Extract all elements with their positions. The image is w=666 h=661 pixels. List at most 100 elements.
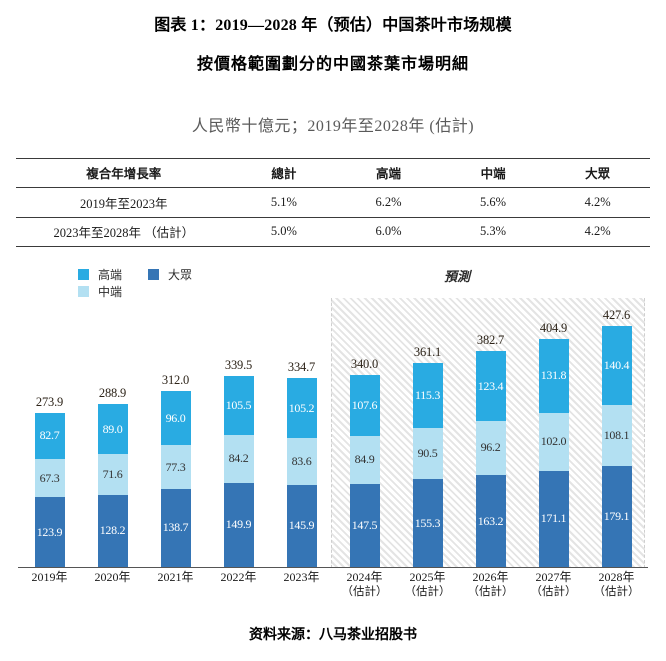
x-axis-label-year: 2022年 <box>220 570 257 584</box>
cagr-row0-high: 6.2% <box>375 195 402 209</box>
bar-segment-high: 123.4 <box>475 351 506 421</box>
bar-total-label: 382.7 <box>476 333 505 348</box>
bar-segment-mass: 138.7 <box>160 488 191 567</box>
x-axis-label-year: 2023年 <box>283 570 320 584</box>
bar-stack: 96.0 77.3 138.7 <box>160 391 191 567</box>
bar-column: 312.0 96.0 77.3 138.7 <box>144 298 207 567</box>
x-axis-label-year: 2027年 <box>535 570 572 584</box>
legend-item-mass: 大眾 <box>148 266 192 283</box>
chart-subtitle: 人民幣十億元；2019年至2028年 (估計) <box>191 118 475 135</box>
bar-total-label: 361.1 <box>413 345 442 360</box>
legend-item-high: 高端 <box>78 266 122 283</box>
bar-series-container: 273.9 82.7 67.3 123.9 288.9 89.0 71.6 128.2 312.… <box>18 298 648 567</box>
cagr-row1-total: 5.0% <box>270 224 297 238</box>
bar-segment-mid: 84.2 <box>223 435 254 483</box>
x-axis-label-year: 2020年 <box>94 570 131 584</box>
cagr-table-wrapper: 複合年增長率 總計 高端 中端 大眾 2019年至2023年 5.1% 6.2%… <box>16 158 650 247</box>
cagr-row0-total: 5.1% <box>270 195 297 209</box>
bar-total-label: 288.9 <box>98 386 127 401</box>
table-header-row: 複合年增長率 總計 高端 中端 大眾 <box>16 158 650 188</box>
bar-segment-mid: 96.2 <box>475 420 506 476</box>
bar-segment-mid: 71.6 <box>97 454 128 495</box>
bar-segment-high: 131.8 <box>538 338 569 414</box>
bar-segment-mass: 149.9 <box>223 482 254 567</box>
bar-segment-mid: 83.6 <box>286 437 317 485</box>
bar-segment-mass: 155.3 <box>412 479 443 567</box>
cagr-header-mass: 大眾 <box>585 167 611 181</box>
bar-total-label: 427.6 <box>602 308 631 323</box>
bar-segment-mass: 163.2 <box>475 475 506 567</box>
bar-column: 288.9 89.0 71.6 128.2 <box>81 298 144 567</box>
x-axis-label: 2021年 <box>144 570 207 599</box>
cagr-row1-label: 2023年至2028年 （估計） <box>53 226 195 240</box>
bar-segment-mid: 108.1 <box>601 405 632 467</box>
legend-swatch-high-icon <box>78 269 89 280</box>
forecast-band <box>331 298 645 568</box>
x-axis-label-year: 2025年 <box>409 570 446 584</box>
bar-total-label: 334.7 <box>287 360 316 375</box>
table-row: 2023年至2028年 （估計） 5.0% 6.0% 5.3% 4.2% <box>16 218 650 247</box>
bar-stack: 140.4 108.1 179.1 <box>601 326 632 567</box>
bar-stack: 115.3 90.5 155.3 <box>412 363 443 567</box>
x-axis-label-year: 2021年 <box>157 570 194 584</box>
legend-row-top: 高端 大眾 <box>78 266 218 283</box>
cagr-table-body: 2019年至2023年 5.1% 6.2% 5.6% 4.2% 2023年至20… <box>16 188 650 247</box>
x-axis-labels: 2019年 2020年 2021年 2022年 2023年 2024年 （估計） 2025年 （… <box>18 570 648 599</box>
legend-label-mid: 中端 <box>98 285 123 299</box>
x-axis-label-year: 2028年 <box>598 570 635 584</box>
legend-swatch-mass-icon <box>148 269 160 280</box>
bar-segment-high: 96.0 <box>160 391 191 446</box>
bar-column: 404.9 131.8 102.0 171.1 <box>522 298 585 567</box>
bar-total-label: 339.5 <box>224 357 253 372</box>
forecast-annotation: 預測 <box>444 270 471 285</box>
bar-segment-mass: 128.2 <box>97 494 128 567</box>
legend-item-mid: 中端 <box>78 283 122 300</box>
legend-label-mass: 大眾 <box>168 268 193 282</box>
cagr-header-mid: 中端 <box>480 167 506 181</box>
bar-segment-high: 105.5 <box>223 375 254 436</box>
bar-column: 339.5 105.5 84.2 149.9 <box>207 298 270 567</box>
table-row: 2019年至2023年 5.1% 6.2% 5.6% 4.2% <box>16 188 650 218</box>
bar-stack: 82.7 67.3 123.9 <box>34 412 65 567</box>
bar-segment-mid: 84.9 <box>349 436 380 484</box>
plot-area: 273.9 82.7 67.3 123.9 288.9 89.0 71.6 128.2 312.… <box>18 298 648 568</box>
bar-segment-high: 89.0 <box>97 404 128 455</box>
cagr-row0-label: 2019年至2023年 <box>80 197 168 211</box>
bar-column: 334.7 105.2 83.6 145.9 <box>270 298 333 567</box>
bar-segment-high: 82.7 <box>34 412 65 460</box>
x-axis-label: 2026年 （估計） <box>459 570 522 599</box>
page-title: 图表 1：2019—2028 年（预估）中国茶叶市场规模 <box>154 17 512 34</box>
cagr-header-metric: 複合年增長率 <box>86 167 162 181</box>
cagr-table: 複合年增長率 總計 高端 中端 大眾 2019年至2023年 5.1% 6.2%… <box>16 158 650 247</box>
bar-segment-high: 107.6 <box>349 375 380 437</box>
cagr-row1-mid: 5.3% <box>480 224 507 238</box>
bar-column: 361.1 115.3 90.5 155.3 <box>396 298 459 567</box>
bar-stack: 107.6 84.9 147.5 <box>349 375 380 567</box>
bar-column: 340.0 107.6 84.9 147.5 <box>333 298 396 567</box>
chart-title: 按價格範圍劃分的中國茶葉市場明細 <box>196 54 469 73</box>
bar-segment-mass: 179.1 <box>601 466 632 567</box>
cagr-row1-high: 6.0% <box>375 224 402 238</box>
x-axis-label: 2019年 <box>18 570 81 599</box>
x-axis-label: 2028年 （估計） <box>585 570 648 599</box>
bar-stack: 131.8 102.0 171.1 <box>538 338 569 567</box>
bar-segment-mid: 90.5 <box>412 428 443 480</box>
bar-segment-mid: 102.0 <box>538 413 569 471</box>
bar-stack: 89.0 71.6 128.2 <box>97 404 128 567</box>
x-axis-label: 2022年 <box>207 570 270 599</box>
cagr-header-high: 高端 <box>375 167 401 181</box>
x-axis-label-estimate: （估計） <box>593 586 640 598</box>
bar-segment-mass: 123.9 <box>34 497 65 567</box>
x-axis-label: 2023年 <box>270 570 333 599</box>
bar-stack: 123.4 96.2 163.2 <box>475 351 506 567</box>
cagr-table-head: 複合年增長率 總計 高端 中端 大眾 <box>16 158 650 188</box>
x-axis-label-year: 2024年 <box>346 570 383 584</box>
cagr-row0-mid: 5.6% <box>480 195 507 209</box>
bar-segment-high: 105.2 <box>286 378 317 438</box>
bar-stack: 105.5 84.2 149.9 <box>223 375 254 567</box>
bar-total-label: 312.0 <box>161 373 190 388</box>
bar-segment-high: 115.3 <box>412 363 443 429</box>
x-axis-label: 2024年 （估計） <box>333 570 396 599</box>
x-axis-label-estimate: （估計） <box>530 586 577 598</box>
